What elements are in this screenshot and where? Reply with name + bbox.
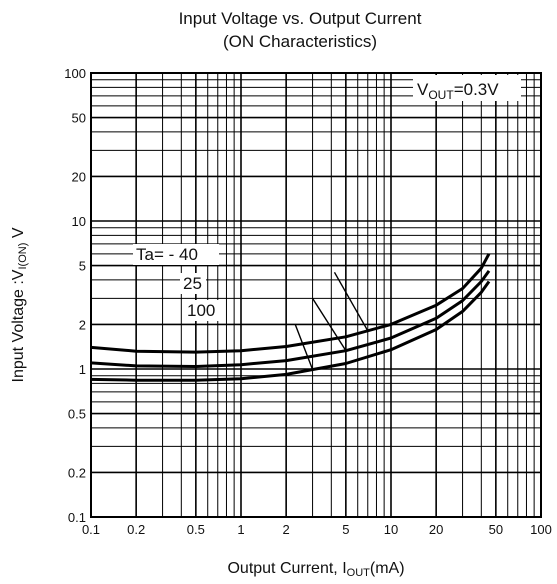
y-axis-label-main: Input Voltage :V <box>10 269 27 382</box>
x-tick-label: 0.1 <box>82 522 100 537</box>
condition-main: V <box>417 80 429 99</box>
leader-line <box>311 298 347 352</box>
y-tick-label: 100 <box>64 66 86 81</box>
x-axis-label-unit: (mA) <box>370 560 405 577</box>
y-tick-label: 10 <box>72 214 86 229</box>
chart-title: Input Voltage vs. Output Current <box>179 9 422 28</box>
y-tick-labels: 0.1 0.2 0.5 1 2 5 10 20 50 100 <box>64 66 86 525</box>
series-label-bg <box>180 273 206 294</box>
condition-label-bg <box>413 75 521 101</box>
x-tick-label: 100 <box>530 522 552 537</box>
leader-line <box>333 271 369 332</box>
y-tick-label: 2 <box>79 317 86 332</box>
chart-subtitle: (ON Characteristics) <box>223 32 377 51</box>
y-axis-label: Input Voltage :VI(ON) V <box>10 227 29 382</box>
x-axis-label-sub: OUT <box>347 567 371 579</box>
x-tick-label: 2 <box>283 522 290 537</box>
series-line <box>90 253 491 354</box>
plot-frame <box>90 72 542 518</box>
leader-lines <box>294 271 369 370</box>
series-label: 25 <box>183 274 202 293</box>
series-line <box>90 270 491 368</box>
x-tick-label: 5 <box>342 522 349 537</box>
x-axis-label-main: Output Current, I <box>227 560 346 577</box>
x-axis-label: Output Current, IOUT(mA) <box>227 560 404 579</box>
data-series <box>90 253 491 382</box>
condition-value: =0.3V <box>454 80 500 99</box>
curve-labels: Ta= - 40 25 100 <box>133 244 220 321</box>
x-tick-label: 1 <box>237 522 244 537</box>
x-tick-label: 0.5 <box>187 522 205 537</box>
grid-major <box>91 73 541 517</box>
grid-minor <box>91 73 541 517</box>
x-tick-label: 0.2 <box>127 522 145 537</box>
y-tick-label: 5 <box>79 259 86 274</box>
y-axis-label-unit: V <box>10 227 27 242</box>
y-tick-label: 0.2 <box>68 465 86 480</box>
x-tick-labels: 0.1 0.2 0.5 1 2 5 10 20 50 100 <box>82 522 552 537</box>
x-tick-label: 20 <box>429 522 443 537</box>
y-tick-label: 1 <box>79 362 86 377</box>
x-tick-label: 10 <box>384 522 398 537</box>
leader-line <box>294 324 314 370</box>
y-tick-label: 0.5 <box>68 407 86 422</box>
x-tick-label: 50 <box>489 522 503 537</box>
condition-sub: OUT <box>428 88 454 102</box>
y-axis-label-sub: I(ON) <box>17 243 29 270</box>
series-line <box>90 280 491 382</box>
y-tick-label: 50 <box>72 111 86 126</box>
y-tick-label: 0.1 <box>68 510 86 525</box>
y-tick-label: 20 <box>72 169 86 184</box>
series-label: Ta= - 40 <box>136 245 198 264</box>
condition-label: VOUT=0.3V <box>417 80 499 102</box>
series-label: 100 <box>187 301 215 320</box>
series-label-bg <box>184 300 220 321</box>
series-label-bg <box>133 244 219 265</box>
